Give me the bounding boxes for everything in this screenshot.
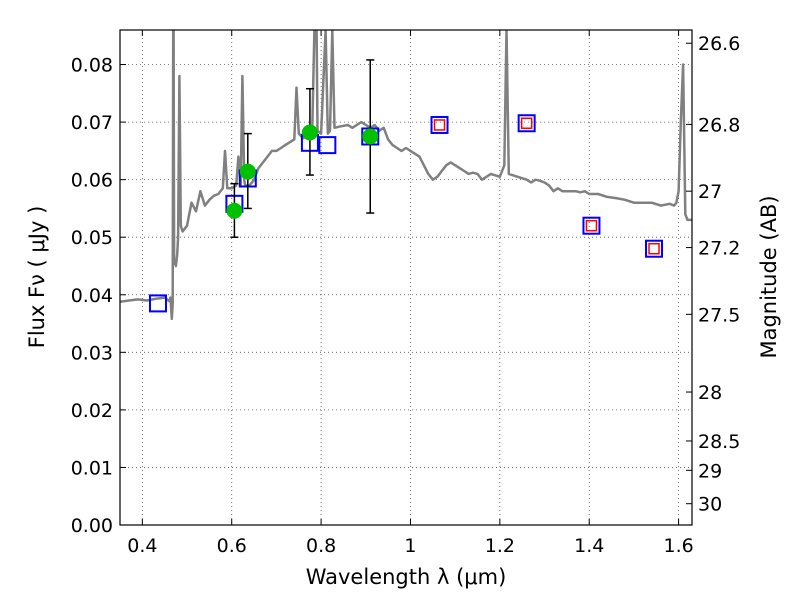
upper-limit-inner-box	[520, 117, 533, 129]
y2-tick-label: 29	[698, 460, 722, 482]
upper-limit-inner-box	[433, 119, 446, 131]
plot-frame	[119, 29, 693, 526]
observed-point	[362, 128, 379, 145]
model-photometry-box	[318, 136, 337, 155]
y2-tick-label: 27	[698, 181, 722, 203]
data-layer	[120, 30, 692, 321]
upper-limit-inner-box	[648, 242, 660, 255]
y2-tick-label: 27.5	[698, 304, 740, 326]
x-tick-label: 0.8	[306, 535, 336, 557]
y2-tick-label: 30	[698, 494, 722, 516]
upper-limit-outer-box	[517, 114, 536, 133]
y2-axis-label: Magnitude (AB)	[757, 195, 781, 358]
x-axis-label: Wavelength λ (μm)	[306, 565, 507, 589]
x-tick-label: 1.4	[574, 535, 604, 557]
y2-tick-label: 28.5	[698, 431, 740, 453]
y2-tick-label: 26.6	[698, 33, 740, 55]
upper-limit-inner-box	[585, 219, 598, 232]
x-tick-label: 0.6	[217, 535, 247, 557]
axes: 0.4 0.6 0.8 1 1.2 1.4 1.6 0.00 0.01 0.02 0.03 0.04 0…	[71, 30, 740, 557]
upper-limit-outer-box	[430, 115, 449, 134]
upper-limit-outer-box	[582, 216, 601, 235]
x-tick-label: 1.6	[663, 535, 693, 557]
y-tick-label: 0.05	[71, 227, 113, 249]
y-tick-label: 0.06	[71, 170, 113, 192]
observed-point	[301, 124, 318, 141]
y-tick-label: 0.01	[71, 457, 113, 479]
y-tick-label: 0.04	[71, 285, 113, 307]
y2-tick-label: 28	[698, 382, 722, 404]
upper-limit-outer-box	[645, 239, 664, 258]
y-axis-label: Flux Fν ( μJy )	[25, 206, 49, 349]
model-photometry-box	[148, 294, 167, 313]
grid	[120, 30, 692, 526]
y-tick-label: 0.03	[71, 342, 113, 364]
observed-point	[239, 163, 256, 180]
x-tick-label: 1	[404, 535, 416, 557]
y-tick-label: 0.08	[71, 55, 113, 77]
x-tick-label: 1.2	[485, 535, 515, 557]
y2-tick-label: 26.8	[698, 114, 740, 136]
y-tick-label: 0.07	[71, 112, 113, 134]
y2-tick-label: 27.2	[698, 238, 740, 260]
y-tick-label: 0.00	[71, 515, 113, 537]
x-tick-label: 0.4	[127, 535, 157, 557]
model-spectrum-line	[120, 30, 692, 321]
observed-point	[226, 202, 243, 219]
y-tick-label: 0.02	[71, 400, 113, 422]
